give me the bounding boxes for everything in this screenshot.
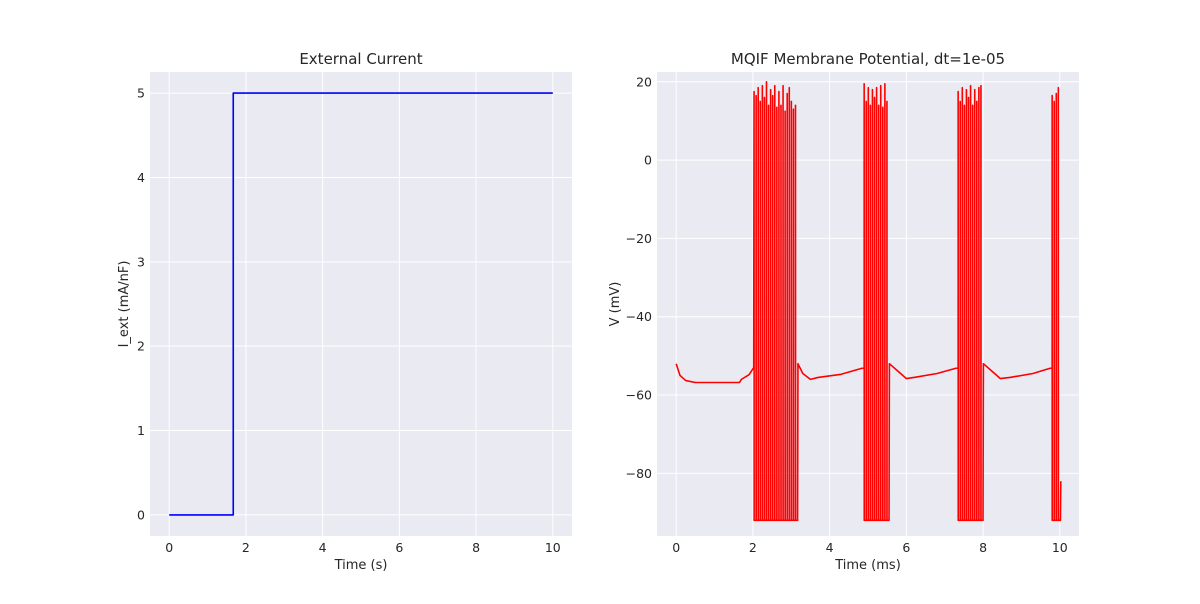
left-x-tick-label: 6 [395, 540, 403, 555]
left-y-tick-label: 4 [137, 170, 145, 185]
right-x-tick-label: 6 [902, 540, 910, 555]
right-chart-title: MQIF Membrane Potential, dt=1e-05 [731, 50, 1005, 68]
left-y-tick-label: 2 [137, 339, 145, 354]
right-series [675, 80, 1062, 522]
left-x-tick-label: 8 [472, 540, 480, 555]
left-tick-labels: 0 2 4 6 8 10 0 1 2 3 4 5 [137, 86, 561, 555]
right-x-tick-label: 8 [979, 540, 987, 555]
right-x-axis-label: Time (ms) [834, 558, 901, 573]
left-y-axis-label: I_ext (mA/nF) [117, 261, 132, 348]
left-y-tick-label: 1 [137, 423, 145, 438]
left-chart-title: External Current [299, 50, 422, 68]
right-y-tick-label: −40 [626, 309, 652, 324]
left-plot-area [150, 72, 572, 536]
left-series [169, 92, 553, 516]
left-y-tick-label: 0 [137, 507, 145, 522]
right-y-tick-label: 20 [636, 74, 652, 89]
right-y-tick-label: −60 [626, 388, 652, 403]
right-series-line [675, 80, 1062, 522]
left-y-tick-label: 5 [137, 86, 145, 101]
right-axes: 0 2 4 6 8 10 20 0 −20 −40 −60 −80 MQIF Membrane Pot… [608, 50, 1079, 573]
right-y-tick-label: 0 [644, 153, 652, 168]
right-x-tick-label: 4 [826, 540, 834, 555]
right-y-axis-label: V (mV) [608, 282, 623, 327]
right-y-tick-label: −20 [626, 231, 652, 246]
left-x-tick-label: 0 [165, 540, 173, 555]
right-x-tick-label: 2 [749, 540, 757, 555]
left-x-tick-label: 10 [545, 540, 561, 555]
left-y-tick-label: 3 [137, 254, 145, 269]
left-x-axis-label: Time (s) [334, 558, 388, 573]
left-x-tick-label: 4 [319, 540, 327, 555]
left-x-tick-label: 2 [242, 540, 250, 555]
right-x-tick-label: 0 [672, 540, 680, 555]
right-x-tick-label: 10 [1052, 540, 1068, 555]
right-y-tick-label: −80 [626, 466, 652, 481]
left-series-line [169, 92, 553, 516]
left-grid [150, 72, 572, 536]
right-tick-labels: 0 2 4 6 8 10 20 0 −20 −40 −60 −80 [626, 74, 1068, 555]
